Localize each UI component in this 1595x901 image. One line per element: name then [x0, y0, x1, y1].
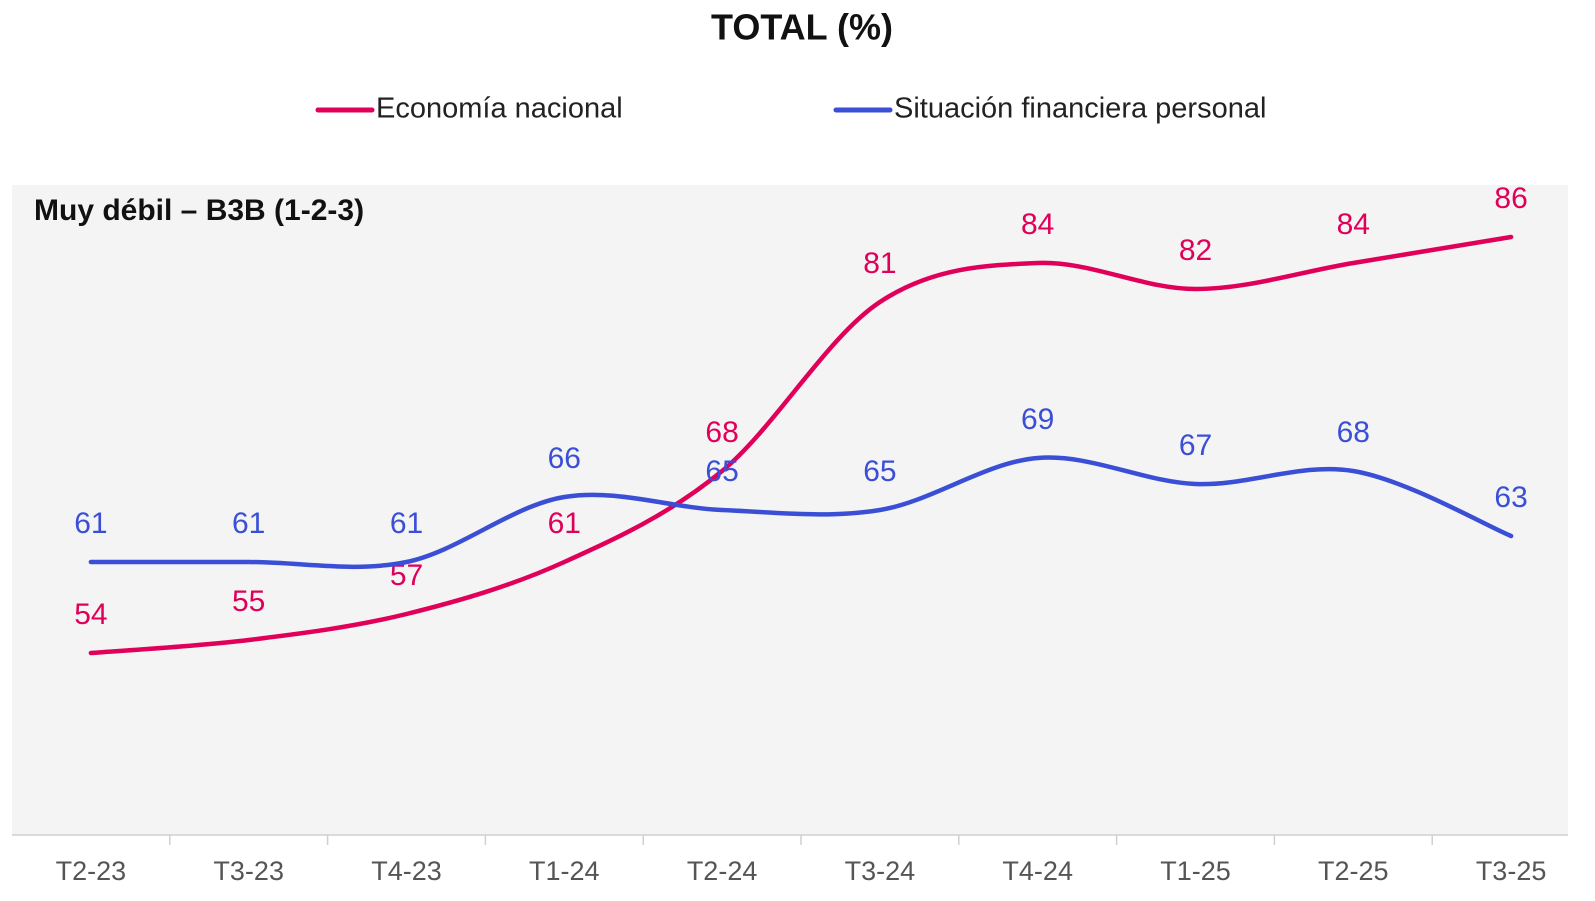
data-label: 84: [1021, 208, 1054, 241]
data-label: 82: [1179, 234, 1212, 267]
data-label: 69: [1021, 403, 1054, 436]
data-label: 61: [390, 507, 423, 540]
data-label: 66: [548, 442, 581, 475]
data-label: 65: [705, 455, 738, 488]
data-label: 65: [863, 455, 896, 488]
x-tick-label: T3-25: [1476, 856, 1547, 886]
data-label: 67: [1179, 429, 1212, 462]
x-tick-label: T4-23: [371, 856, 442, 886]
x-tick-label: T2-24: [687, 856, 758, 886]
data-label: 61: [548, 507, 581, 540]
data-label: 81: [863, 247, 896, 280]
data-label: 68: [705, 416, 738, 449]
data-label: 54: [74, 598, 107, 631]
series-line: [88, 234, 1514, 656]
data-label: 84: [1337, 208, 1370, 241]
data-label: 86: [1494, 182, 1527, 215]
legend-label: Situación financiera personal: [894, 93, 1266, 125]
data-label: 55: [232, 585, 265, 618]
x-tick-label: T3-23: [213, 856, 284, 886]
legend-label: Economía nacional: [376, 93, 623, 125]
series-line: [88, 455, 1514, 570]
chart-title: TOTAL (%): [711, 7, 893, 48]
x-tick-label: T1-24: [529, 856, 600, 886]
x-tick-label: T2-23: [56, 856, 127, 886]
x-tick-label: T3-24: [845, 856, 916, 886]
x-tick-label: T1-25: [1160, 856, 1231, 886]
data-label: 68: [1337, 416, 1370, 449]
data-label: 61: [232, 507, 265, 540]
x-tick-label: T4-24: [1002, 856, 1073, 886]
data-label: 61: [74, 507, 107, 540]
annotation: Muy débil – B3B (1-2-3): [34, 194, 364, 227]
plot-background: [12, 185, 1568, 835]
x-tick-label: T2-25: [1318, 856, 1389, 886]
data-label: 63: [1494, 481, 1527, 514]
